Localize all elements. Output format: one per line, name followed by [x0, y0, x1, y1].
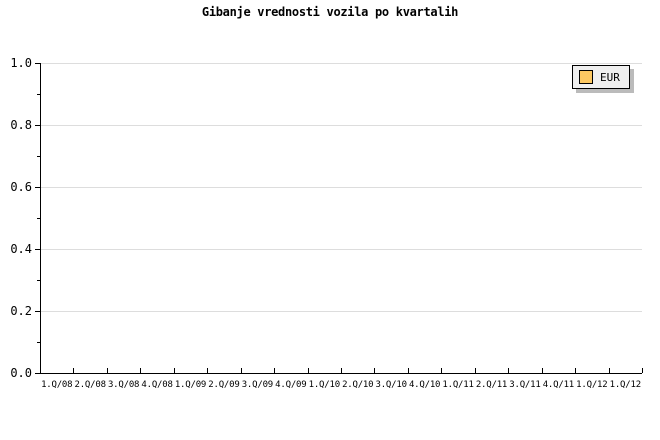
x-tick-label: 1.Q/08: [41, 380, 72, 390]
x-tick-label: 2.Q/08: [75, 380, 106, 390]
x-tick-label: 3.Q/08: [108, 380, 139, 390]
y-tick-label: 0.0: [10, 366, 32, 380]
x-tick-label: 1.Q/12: [576, 380, 607, 390]
x-tick-label: 2.Q/09: [208, 380, 239, 390]
y-tick-label: 1.0: [10, 56, 32, 70]
x-tick-label: 1.Q/10: [309, 380, 340, 390]
y-tick-label: 0.2: [10, 304, 32, 318]
x-tick-label: 4.Q/10: [409, 380, 440, 390]
x-tick-label: 2.Q/10: [342, 380, 373, 390]
y-tick-label: 0.6: [10, 180, 32, 194]
x-tick-label: 1.Q/09: [175, 380, 206, 390]
x-tick-label: 3.Q/09: [242, 380, 273, 390]
x-tick-label: 4.Q/09: [275, 380, 306, 390]
y-tick-label: 0.8: [10, 118, 32, 132]
x-tick-label: 3.Q/10: [376, 380, 407, 390]
y-tick-label: 0.4: [10, 242, 32, 256]
x-tick-label: 4.Q/08: [141, 380, 172, 390]
x-tick-label: 4.Q/11: [543, 380, 574, 390]
x-tick-label: 1.Q/11: [442, 380, 473, 390]
legend-label-eur: EUR: [600, 70, 620, 84]
chart-title: Gibanje vrednosti vozila po kvartalih: [201, 5, 459, 19]
legend-swatch-eur: [579, 70, 593, 84]
x-tick-label: 1.Q/12: [610, 380, 641, 390]
x-tick-label: 3.Q/11: [509, 380, 540, 390]
x-tick-label: 2.Q/11: [476, 380, 507, 390]
legend: EUR: [572, 65, 630, 89]
